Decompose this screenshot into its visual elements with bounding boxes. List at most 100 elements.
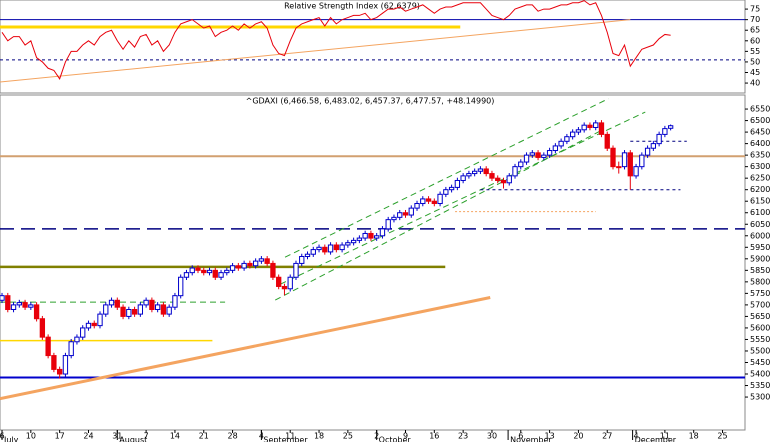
x-tick-label: 30 bbox=[487, 432, 497, 441]
overlay-line bbox=[0, 296, 491, 401]
month-label: July bbox=[3, 436, 19, 442]
candle-body bbox=[581, 124, 587, 131]
x-tick-label: 14 bbox=[170, 432, 180, 441]
overlay-line bbox=[275, 130, 601, 301]
month-label: September bbox=[263, 436, 308, 442]
candle-body bbox=[85, 322, 92, 329]
month-label: November bbox=[510, 436, 552, 442]
candle-body bbox=[466, 173, 472, 177]
candle-body bbox=[258, 258, 265, 262]
rsi-line bbox=[1, 0, 671, 80]
candle-body bbox=[506, 175, 512, 184]
candle-body bbox=[62, 355, 69, 375]
candle-body bbox=[80, 327, 86, 338]
candle-body bbox=[385, 219, 391, 230]
candle-body bbox=[656, 133, 662, 145]
candle-body bbox=[667, 125, 674, 129]
candle-body bbox=[224, 269, 230, 274]
y-tick-label: 5750 bbox=[750, 289, 770, 298]
candle-body bbox=[74, 336, 80, 343]
candle-body bbox=[195, 267, 201, 271]
x-tick-label: 25 bbox=[717, 432, 727, 441]
x-tick-label: 20 bbox=[573, 432, 583, 441]
month-label: October bbox=[379, 436, 412, 442]
y-tick-label: 6000 bbox=[750, 231, 770, 240]
x-tick-label: 18 bbox=[689, 432, 699, 441]
candle-body bbox=[437, 193, 443, 205]
candle-body bbox=[379, 228, 386, 237]
candle-body bbox=[218, 272, 224, 278]
candle-body bbox=[281, 285, 288, 290]
candle-body bbox=[22, 302, 28, 308]
candle-body bbox=[535, 152, 541, 158]
candle-body bbox=[593, 122, 599, 128]
candle-body bbox=[68, 341, 74, 357]
y-tick-label: 5350 bbox=[750, 381, 770, 390]
candle-body bbox=[523, 154, 530, 163]
candle-body bbox=[120, 306, 126, 317]
y-tick-label: 5550 bbox=[750, 335, 770, 344]
month-label: August bbox=[119, 436, 147, 442]
candle-body bbox=[500, 179, 507, 184]
candle-body bbox=[264, 258, 270, 264]
candle-body bbox=[137, 304, 144, 315]
candle-body bbox=[558, 140, 564, 147]
candle-body bbox=[627, 152, 633, 177]
candle-body bbox=[183, 272, 190, 278]
candle-body bbox=[97, 313, 103, 327]
y-tick-label: 50 bbox=[750, 57, 760, 66]
candle-body bbox=[333, 244, 339, 251]
candle-body bbox=[287, 276, 293, 290]
y-tick-label: 5850 bbox=[750, 266, 770, 275]
candle-body bbox=[45, 336, 51, 357]
candle-body bbox=[322, 246, 328, 253]
y-tick-label: 5400 bbox=[750, 370, 770, 379]
candle-body bbox=[126, 309, 132, 317]
candle-body bbox=[512, 166, 518, 177]
y-tick-label: 60 bbox=[750, 36, 760, 45]
overlay-line bbox=[284, 98, 609, 258]
candle-body bbox=[489, 173, 495, 179]
y-tick-label: 70 bbox=[750, 15, 760, 24]
y-tick-label: 5900 bbox=[750, 254, 770, 263]
candle-body bbox=[310, 249, 316, 255]
candle-body bbox=[241, 262, 247, 269]
candle-body bbox=[316, 246, 322, 251]
x-tick-label: 7 bbox=[144, 432, 149, 441]
candle-body bbox=[28, 304, 34, 308]
candle-body bbox=[546, 150, 553, 156]
price-title: ^GDAXI (6,466.58, 6,483.02, 6,457.37, 6,… bbox=[246, 97, 495, 106]
x-tick-label: 17 bbox=[55, 432, 65, 441]
y-tick-label: 6350 bbox=[750, 151, 770, 160]
x-tick-label: 9 bbox=[403, 432, 408, 441]
candle-body bbox=[206, 269, 213, 274]
x-tick-label: 6 bbox=[518, 432, 523, 441]
y-tick-label: 5800 bbox=[750, 277, 770, 286]
candle-body bbox=[408, 207, 414, 216]
candle-body bbox=[327, 244, 334, 253]
candle-body bbox=[235, 265, 242, 269]
candle-body bbox=[420, 198, 426, 205]
candle-body bbox=[425, 198, 432, 202]
candle-body bbox=[189, 267, 195, 274]
candle-body bbox=[10, 304, 17, 311]
candle-body bbox=[431, 200, 437, 205]
y-tick-label: 65 bbox=[750, 26, 760, 35]
candle-body bbox=[51, 355, 57, 370]
candle-body bbox=[108, 299, 115, 306]
candle-body bbox=[529, 152, 535, 156]
candle-body bbox=[356, 237, 363, 241]
y-tick-label: 55 bbox=[750, 47, 760, 56]
candle-body bbox=[362, 232, 368, 239]
candle-body bbox=[397, 212, 403, 218]
x-tick-label: 13 bbox=[545, 432, 555, 441]
x-tick-label: 25 bbox=[343, 432, 353, 441]
y-tick-label: 6200 bbox=[750, 185, 770, 194]
y-tick-label: 6150 bbox=[750, 197, 770, 206]
y-tick-label: 6500 bbox=[750, 116, 770, 125]
candle-body bbox=[541, 154, 547, 158]
candle-body bbox=[472, 170, 478, 175]
candle-body bbox=[247, 262, 253, 267]
x-tick-label: 27 bbox=[602, 432, 612, 441]
